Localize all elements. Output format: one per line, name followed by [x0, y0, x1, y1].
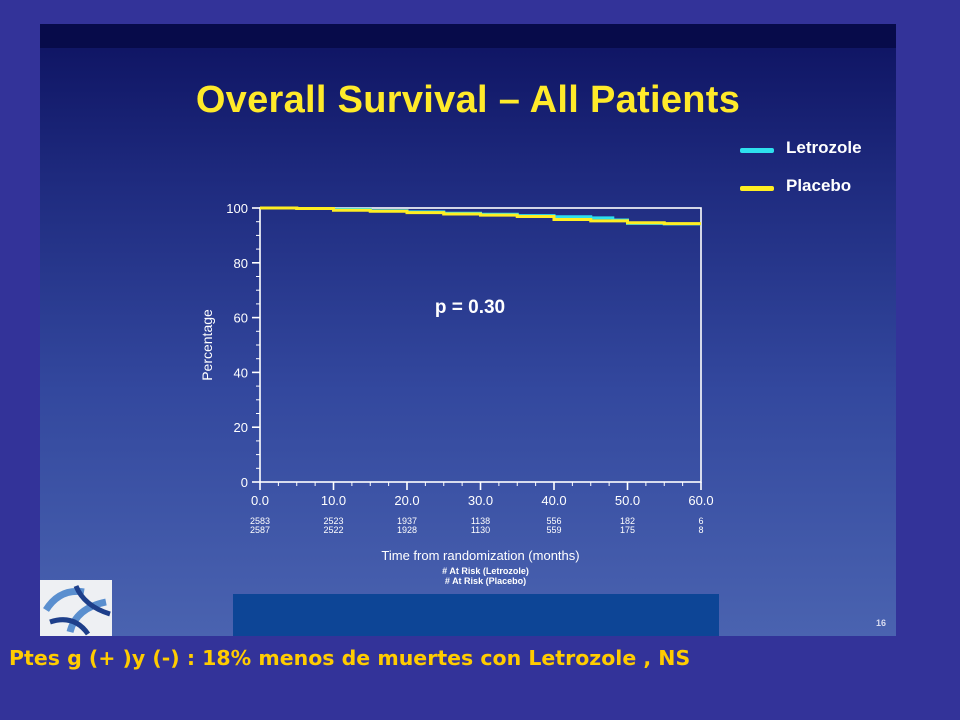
plot-frame — [259, 207, 702, 483]
at-risk-value: 6 — [698, 516, 703, 526]
y-tick-label: 20 — [234, 420, 248, 435]
at-risk-row-label: # At Risk (Letrozole) — [442, 566, 529, 576]
at-risk-value: 2523 — [323, 516, 343, 526]
y-tick-label: 80 — [234, 256, 248, 271]
at-risk-value: 1130 — [471, 525, 490, 535]
x-axis-label: Time from randomization (months) — [381, 548, 579, 563]
at-risk-value: 2587 — [250, 525, 270, 535]
logo-graphic — [43, 584, 111, 636]
slide: Overall Survival – All Patients Letrozol… — [40, 24, 896, 636]
y-tick-label: 40 — [234, 365, 248, 380]
bottom-panel — [233, 594, 719, 636]
legend-label-letrozole: Letrozole — [786, 138, 862, 157]
x-tick-label: 10.0 — [321, 493, 346, 508]
survival-chart: 0 20 40 60 80 100 0.0 10.0 20.0 30.0 40.0 50.0 60.0 2… — [199, 201, 714, 586]
legend-swatch-placebo — [740, 186, 774, 191]
x-tick-label: 50.0 — [615, 493, 640, 508]
at-risk-value: 2583 — [250, 516, 270, 526]
x-tick-label: 30.0 — [468, 493, 493, 508]
slide-top-bar — [40, 24, 896, 48]
x-tick-label: 40.0 — [541, 493, 566, 508]
page-number: 16 — [876, 618, 887, 628]
x-tick-label: 60.0 — [688, 493, 713, 508]
at-risk-value: 8 — [698, 525, 703, 535]
at-risk-row-label: # At Risk (Placebo) — [445, 576, 526, 586]
at-risk-value: 1138 — [471, 516, 490, 526]
at-risk-value: 556 — [546, 516, 561, 526]
y-tick-label: 100 — [226, 201, 248, 216]
series-line-placebo — [260, 206, 701, 226]
chart-labels: 0 20 40 60 80 100 0.0 10.0 20.0 30.0 40.0 50.0 60.0 2… — [199, 201, 714, 586]
y-tick-label: 60 — [234, 311, 248, 326]
chart-axes — [252, 207, 702, 490]
logo — [40, 580, 112, 636]
x-tick-label: 20.0 — [394, 493, 419, 508]
chart-series — [260, 206, 701, 226]
at-risk-value: 559 — [546, 525, 561, 535]
at-risk-value: 175 — [620, 525, 635, 535]
at-risk-value: 1928 — [397, 525, 417, 535]
legend-label-placebo: Placebo — [786, 176, 852, 195]
at-risk-value: 182 — [620, 516, 635, 526]
legend-swatch-letrozole — [740, 148, 774, 153]
at-risk-value: 2522 — [323, 525, 343, 535]
y-tick-label: 0 — [241, 475, 248, 490]
y-axis-label: Percentage — [199, 309, 215, 381]
x-tick-label: 0.0 — [251, 493, 269, 508]
p-value-annotation: p = 0.30 — [435, 297, 505, 318]
slide-caption: Ptes g (+ )y (-) : 18% menos de muertes … — [9, 646, 691, 670]
at-risk-value: 1937 — [397, 516, 417, 526]
slide-title: Overall Survival – All Patients — [195, 79, 741, 121]
